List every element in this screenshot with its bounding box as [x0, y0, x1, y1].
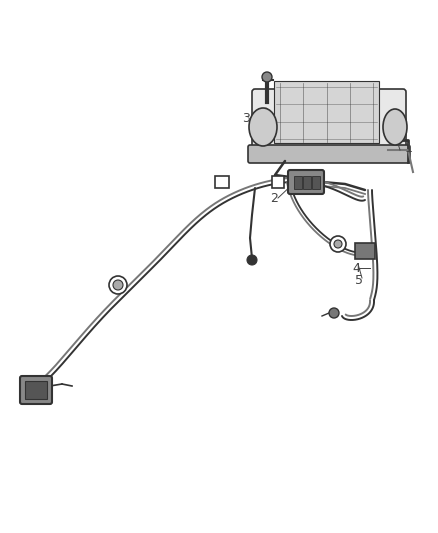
Text: 2: 2 — [270, 191, 278, 205]
Circle shape — [247, 255, 257, 265]
Circle shape — [262, 72, 272, 82]
Circle shape — [330, 236, 346, 252]
FancyBboxPatch shape — [272, 176, 284, 188]
Circle shape — [334, 240, 342, 248]
FancyBboxPatch shape — [303, 175, 311, 189]
FancyBboxPatch shape — [355, 243, 375, 259]
Ellipse shape — [249, 108, 277, 146]
Text: 5: 5 — [355, 273, 363, 287]
FancyBboxPatch shape — [20, 376, 52, 404]
Text: 3: 3 — [242, 111, 250, 125]
FancyBboxPatch shape — [288, 170, 324, 194]
FancyBboxPatch shape — [248, 145, 410, 163]
FancyBboxPatch shape — [311, 175, 319, 189]
FancyBboxPatch shape — [25, 381, 47, 399]
Text: 4: 4 — [352, 262, 360, 274]
Ellipse shape — [383, 109, 407, 145]
Circle shape — [109, 276, 127, 294]
Circle shape — [329, 308, 339, 318]
FancyBboxPatch shape — [252, 89, 406, 150]
FancyBboxPatch shape — [215, 176, 229, 188]
Circle shape — [113, 280, 123, 290]
FancyBboxPatch shape — [274, 81, 379, 143]
Text: 1: 1 — [405, 141, 413, 155]
FancyBboxPatch shape — [293, 175, 301, 189]
